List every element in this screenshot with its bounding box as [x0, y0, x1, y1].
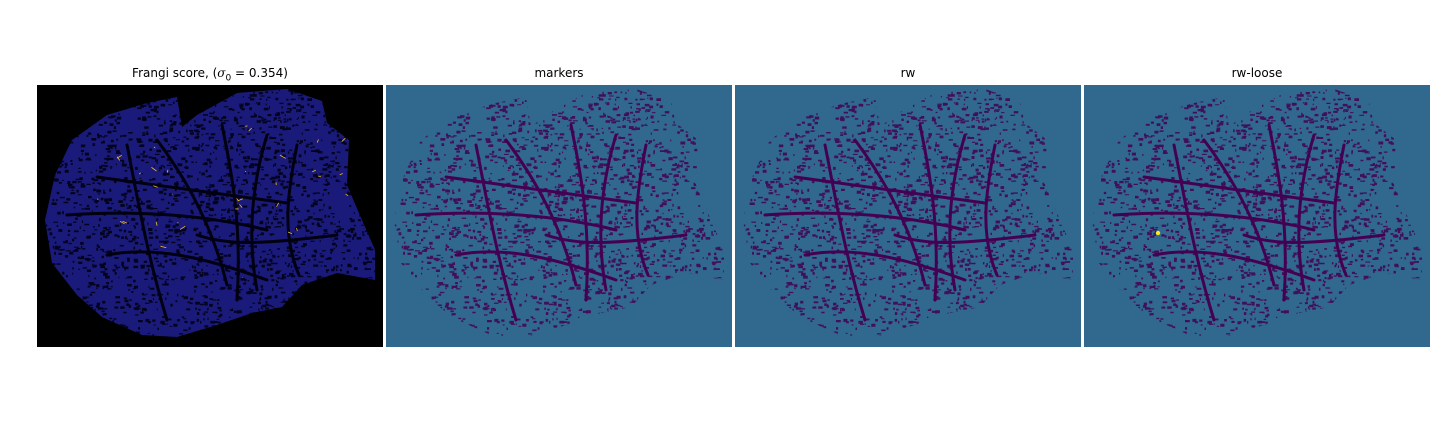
panel-title-rw: rw [900, 66, 916, 80]
panel-title-frangi: Frangi score, (σ0 = 0.354) [132, 66, 288, 84]
frangi-score-image [37, 85, 383, 347]
rw-image [735, 85, 1081, 347]
panel-title-markers: markers [534, 66, 584, 80]
markers-image [386, 85, 732, 347]
panel-title-rw-loose: rw-loose [1231, 66, 1283, 80]
rw-loose-image [1084, 85, 1430, 347]
